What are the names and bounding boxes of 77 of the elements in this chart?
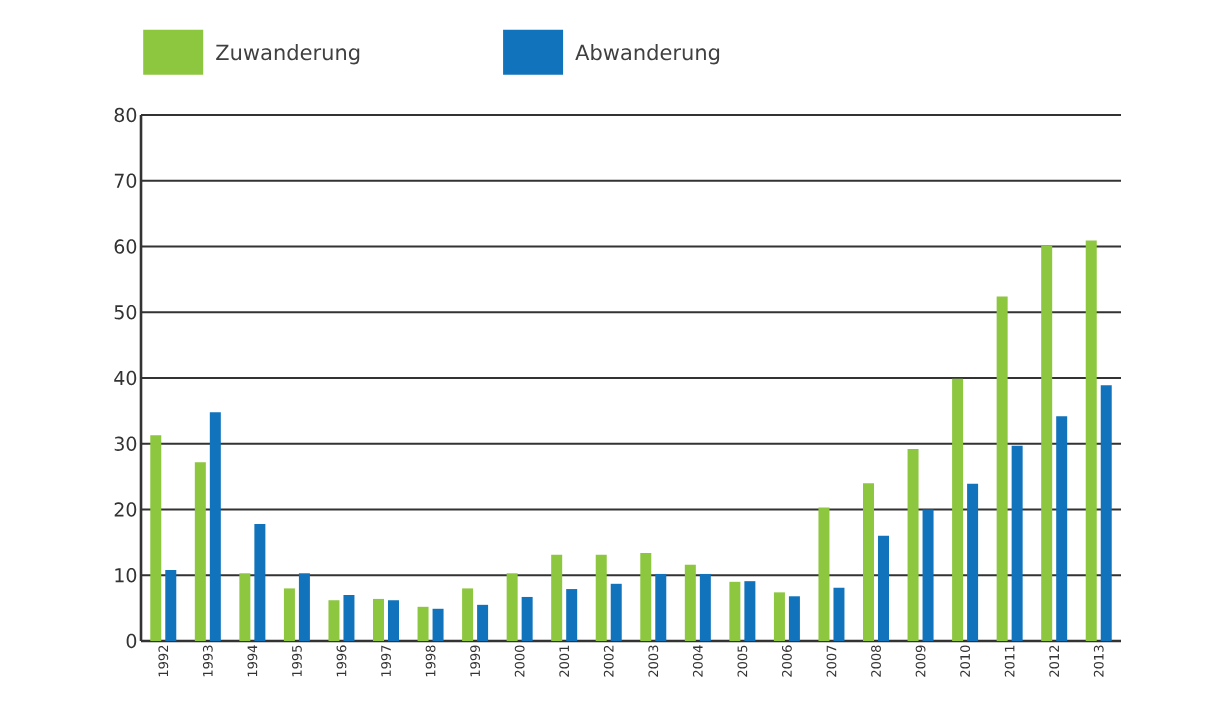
bar [388, 600, 400, 641]
bar [699, 573, 711, 641]
bar [194, 462, 206, 641]
x-tick-label: 2000 [514, 645, 525, 677]
x-tick-label: 2010 [960, 645, 971, 677]
y-tick-label: 70 [114, 173, 137, 188]
x-tick-label: 1999 [470, 645, 481, 677]
legend-label: Zuwanderung [216, 44, 360, 65]
bar [818, 507, 830, 641]
y-tick-label: 30 [114, 436, 137, 451]
x-tick-label: 2008 [871, 645, 881, 677]
bar [254, 523, 266, 641]
x-tick-label: 2007 [826, 645, 837, 677]
bar [773, 592, 785, 641]
bar [922, 509, 934, 641]
bar [477, 604, 489, 641]
bar [373, 598, 385, 641]
y-tick-label: 40 [114, 370, 137, 386]
bar [1041, 245, 1053, 641]
bar [298, 573, 310, 641]
bar [907, 449, 919, 641]
bar [328, 600, 340, 641]
x-tick-label: 2012 [1049, 645, 1060, 677]
x-tick-label: 1994 [247, 645, 258, 677]
x-tick-label: 2005 [737, 645, 748, 677]
bar [863, 483, 875, 641]
y-tick-label: 10 [115, 568, 137, 583]
x-tick-label: 1993 [202, 645, 213, 677]
y-tick-label: 60 [114, 239, 137, 254]
bar [967, 483, 979, 641]
bar [521, 596, 533, 641]
x-tick-label: 2004 [692, 645, 703, 677]
bar [996, 296, 1008, 641]
x-tick-label: 1996 [336, 645, 347, 677]
legend-label: Abwanderung [575, 44, 720, 65]
bar [788, 596, 800, 641]
bar [1011, 445, 1023, 641]
y-tick-label: 0 [126, 633, 137, 649]
bar [610, 583, 622, 641]
bar [744, 581, 756, 641]
bar [878, 535, 890, 641]
x-tick-label: 2009 [915, 645, 926, 677]
bar [952, 378, 964, 641]
bar [239, 573, 251, 641]
bar [833, 587, 845, 641]
bar [1100, 385, 1112, 641]
x-tick-label: 1997 [381, 645, 391, 677]
x-tick-label: 2011 [1004, 645, 1015, 677]
bar [283, 588, 295, 641]
x-tick-label: 1995 [292, 645, 302, 677]
bar [165, 569, 177, 641]
x-tick-label: 1998 [425, 645, 436, 677]
bar [1056, 416, 1068, 641]
bar [506, 573, 518, 641]
bar [432, 608, 444, 641]
bar [343, 594, 355, 641]
y-tick-label: 50 [114, 305, 137, 320]
bar [640, 552, 652, 641]
x-tick-label: 2003 [648, 645, 659, 677]
bar [684, 564, 696, 641]
x-tick-label: 2006 [782, 645, 792, 677]
bar [209, 412, 221, 641]
bar [566, 589, 578, 641]
x-tick-label: 2002 [603, 645, 614, 677]
bar [595, 554, 607, 641]
x-tick-label: 2013 [1093, 645, 1104, 677]
bar [655, 573, 667, 641]
bar [551, 554, 563, 641]
y-tick-label: 80 [114, 107, 137, 123]
y-tick-label: 20 [114, 502, 137, 517]
bar [462, 588, 474, 641]
bar [417, 606, 429, 641]
x-tick-label: 1992 [158, 645, 169, 677]
bar [729, 581, 741, 641]
x-tick-label: 2001 [559, 645, 570, 677]
bar [1085, 240, 1097, 641]
bar [150, 435, 162, 641]
